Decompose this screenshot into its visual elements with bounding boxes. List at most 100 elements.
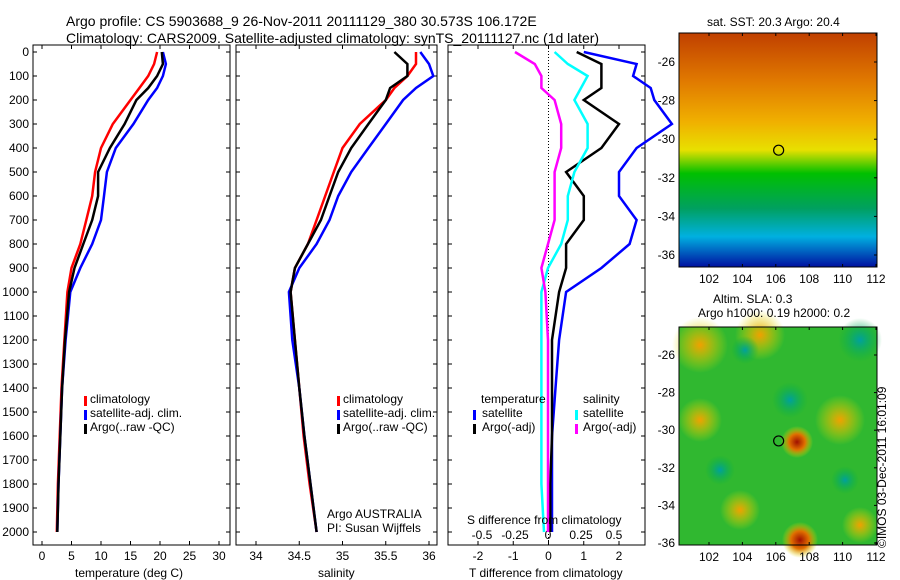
legend-swatch — [473, 410, 476, 420]
sst-map-title: sat. SST: 20.3 Argo: 20.4 — [707, 15, 840, 29]
y-tick-label: 500 — [9, 165, 29, 179]
s-diff-tick-label: -0.5 — [472, 528, 493, 542]
map-y-tick-label: -30 — [658, 423, 676, 437]
map-y-tick-label: -26 — [658, 55, 676, 69]
map-frame — [678, 326, 878, 546]
y-tick-label: 1000 — [2, 285, 29, 299]
x-tick-label: 0 — [545, 549, 552, 563]
sla-anomaly-blob — [720, 490, 760, 530]
panel-1-frame — [32, 44, 231, 546]
map-frame — [678, 32, 878, 268]
x-tick-label: 2 — [616, 549, 623, 563]
x-tick-label: 1 — [580, 549, 587, 563]
s-diff-tick-label: 0.25 — [569, 528, 593, 542]
series-temperature-satellite — [550, 50, 674, 532]
legend3-sal-satellite: satellite — [583, 406, 624, 420]
map-y-tick-label: -32 — [658, 171, 676, 185]
y-tick-label: 2000 — [2, 525, 29, 539]
x-tick-label: -2 — [473, 549, 484, 563]
y-tick-label: 1700 — [2, 453, 29, 467]
map-y-tick-label: -32 — [658, 461, 676, 475]
map-x-tick-label: 110 — [833, 272, 852, 286]
sla-anomaly-blob — [705, 455, 735, 485]
x-tick-label: 0 — [39, 549, 46, 563]
y-tick-label: 400 — [9, 141, 29, 155]
map-x-tick-label: 108 — [799, 550, 819, 564]
xlabel-t-diff: T difference from climatology — [469, 566, 623, 580]
y-tick-label: 700 — [9, 213, 29, 227]
s-diff-tick-label: -0.25 — [501, 528, 529, 542]
y-tick-label: 0 — [22, 45, 29, 59]
sla-anomaly-blob — [678, 398, 722, 442]
legend1-satellite: satellite-adj. clim. — [90, 406, 183, 420]
sla-anomaly-blob — [731, 336, 759, 364]
x-tick-label: 34 — [249, 549, 263, 563]
legend-swatch — [575, 410, 578, 420]
legend1-argo: Argo(..raw -QC) — [90, 420, 175, 434]
sla-anomaly-blob — [831, 466, 859, 494]
x-tick-label: 36 — [422, 549, 436, 563]
y-tick-label: 600 — [9, 189, 29, 203]
y-tick-label: 1100 — [3, 309, 29, 323]
x-tick-label: 25 — [183, 549, 197, 563]
argo-location-marker — [773, 435, 785, 447]
xlabel-s-diff: S difference from climatology — [467, 513, 622, 527]
legend2-argo: Argo(..raw -QC) — [343, 420, 428, 434]
y-tick-label: 1600 — [2, 429, 29, 443]
sla-anomaly-blob — [842, 507, 878, 543]
series-argo-raw-qc- — [289, 51, 409, 533]
sla-anomaly-blob — [782, 522, 818, 558]
imos-credit: ©IMOS 03-Dec-2011 16:01:09 — [875, 386, 889, 548]
series-temperature-argo-adj- — [549, 50, 621, 532]
y-tick-label: 1900 — [2, 501, 29, 515]
legend3-sal-argo: Argo(-adj) — [583, 420, 637, 434]
y-tick-label: 200 — [9, 93, 29, 107]
series-argo-raw-qc- — [56, 51, 165, 533]
y-tick-label: 800 — [9, 237, 29, 251]
map-y-tick-label: -26 — [658, 348, 676, 362]
legend-swatch — [337, 410, 340, 420]
legend-swatch — [84, 396, 87, 406]
sla-anomaly-blob — [815, 395, 865, 445]
x-tick-label: 35.5 — [374, 549, 398, 563]
figure-title-line1: Argo profile: CS 5903688_9 26-Nov-2011 2… — [66, 13, 537, 29]
sla-anomaly-blob — [772, 382, 808, 418]
map-x-tick-label: 104 — [732, 550, 752, 564]
y-tick-label: 1300 — [2, 357, 29, 371]
series-climatology — [289, 52, 418, 533]
argo-location-marker — [773, 144, 785, 156]
legend1-climatology: climatology — [90, 392, 151, 406]
sla-anomaly-blob — [838, 318, 882, 362]
legend2-satellite: satellite-adj. clim. — [343, 406, 436, 420]
legend-swatch — [84, 410, 87, 420]
s-diff-tick-label: 0.5 — [606, 528, 623, 542]
map-y-tick-label: -28 — [658, 94, 676, 108]
x-tick-label: 30 — [212, 549, 226, 563]
series-climatology — [55, 51, 159, 533]
panel-3-frame — [447, 44, 646, 546]
y-tick-label: 1500 — [2, 405, 29, 419]
map-y-tick-label: -28 — [658, 386, 676, 400]
map-y-tick-label: -34 — [658, 209, 676, 223]
x-tick-label: 35 — [336, 549, 350, 563]
legend3-temp-argo: Argo(-adj) — [482, 420, 536, 434]
sla-map-subtitle: Argo h1000: 0.19 h2000: 0.2 — [698, 306, 851, 320]
x-tick-label: 20 — [153, 549, 167, 563]
sst-heatmap — [679, 33, 877, 267]
y-tick-label: 900 — [9, 261, 29, 275]
legend3-temp-satellite: satellite — [482, 406, 523, 420]
y-tick-label: 300 — [9, 117, 29, 131]
legend-swatch — [575, 424, 578, 434]
y-tick-label: 1800 — [2, 477, 29, 491]
panel-2-frame — [235, 44, 438, 546]
legend-swatch — [337, 396, 340, 406]
y-tick-label: 1200 — [2, 333, 29, 347]
legend3-header-salinity: salinity — [583, 392, 620, 406]
map-x-tick-label: 106 — [766, 272, 786, 286]
y-tick-label: 1400 — [2, 381, 29, 395]
legend-swatch — [473, 424, 476, 434]
map-y-tick-label: -36 — [658, 536, 676, 550]
sla-anomaly-blob — [781, 426, 813, 458]
